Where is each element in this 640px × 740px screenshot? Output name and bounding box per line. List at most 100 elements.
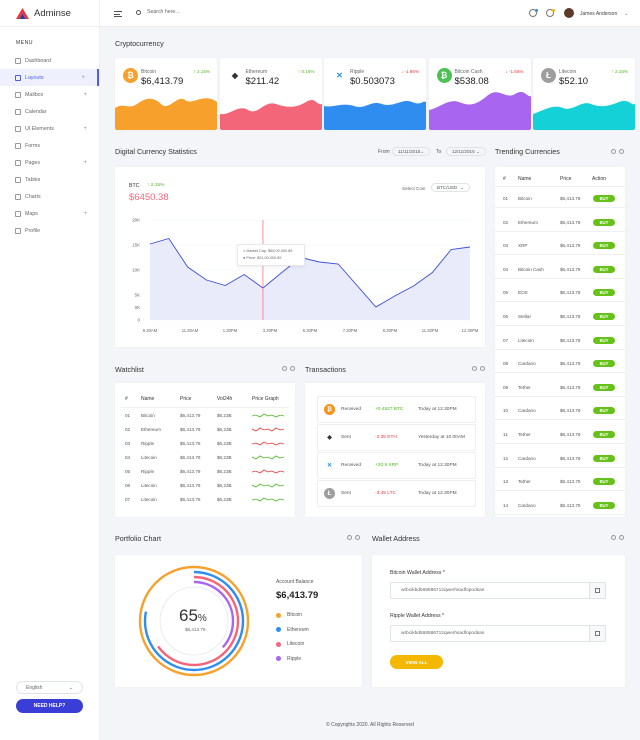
- watchlist-n: 07: [125, 497, 131, 502]
- divider: [495, 443, 625, 444]
- menu-toggle-icon[interactable]: [114, 11, 122, 19]
- close-icon[interactable]: [619, 535, 624, 540]
- chart-tooltip: ● Market Cap: $65,00,000.89 ● Price: $21…: [237, 244, 305, 266]
- buy-button[interactable]: BUY: [593, 218, 615, 226]
- trending-n: 08: [503, 361, 509, 367]
- crypto-card-ethereum[interactable]: ◆ Ethereum $211.42 ↑ 0.15%: [219, 58, 322, 130]
- crypto-wave-chart: [219, 100, 322, 130]
- search-icon: [136, 9, 141, 15]
- sidebar-item-maps[interactable]: Maps +: [0, 205, 99, 222]
- crypto-card-litecoin[interactable]: Ł Litecoin $52.10 ↑ 2.15%: [533, 58, 635, 130]
- buy-button[interactable]: BUY: [593, 383, 615, 391]
- currency-area-chart[interactable]: 20K 15K 10K 5K 0K 09.30AM 11.30AM 1.30PM 3.30PM 5…: [115, 167, 485, 347]
- close-icon[interactable]: [290, 366, 295, 371]
- x-tick-label: 12.30PM: [462, 328, 479, 333]
- sparkline-green: [252, 497, 285, 502]
- trending-name: EOS: [518, 290, 528, 296]
- gear-icon[interactable]: [546, 9, 555, 17]
- gear-icon[interactable]: [472, 366, 477, 371]
- crypto-card-ripple[interactable]: ✕ Ripple $0.503073 ↓ -1.86%: [324, 58, 426, 130]
- legend-item: Bitcoin: [276, 612, 302, 618]
- logo[interactable]: Adminse: [0, 0, 99, 27]
- crypto-wave-area: [115, 98, 217, 130]
- buy-button[interactable]: BUY: [593, 478, 615, 486]
- crypto-wave-area: [428, 92, 531, 130]
- search-box[interactable]: Search here...: [136, 9, 180, 15]
- trending-name: Ethereum: [518, 219, 538, 225]
- user-name[interactable]: James Anderson: [580, 11, 618, 17]
- crypto-card-bitcoin[interactable]: ₿ Bitcoin $6,413.79 ↑ 2.15%: [115, 58, 217, 130]
- trending-price: $6,413.79: [560, 266, 581, 272]
- transaction-row[interactable]: ✕ Received +20.5 XRP Today at 12.30PM: [317, 452, 476, 479]
- sparkline-green: [252, 413, 285, 418]
- sidebar-item-layouts[interactable]: Layouts +: [0, 69, 99, 86]
- transaction-row[interactable]: ◆ Sent -2.35 ETH Yesterday at 10.00AM: [317, 424, 476, 451]
- chevron-down-icon[interactable]: ⌄: [624, 11, 629, 17]
- arrow-up-icon: ↑: [193, 69, 197, 74]
- sidebar-item-charts[interactable]: Charts: [0, 188, 99, 205]
- gear-icon[interactable]: [611, 535, 616, 540]
- gear-icon[interactable]: [282, 366, 287, 371]
- sidebar-item-calendar[interactable]: Calendar: [0, 103, 99, 120]
- search-input[interactable]: Search here...: [147, 9, 180, 15]
- crypto-wave-area: [533, 100, 635, 130]
- copy-icon[interactable]: [589, 582, 606, 599]
- sidebar-item-dashboard[interactable]: Dashboard: [0, 52, 99, 69]
- buy-button[interactable]: BUY: [593, 454, 615, 462]
- transaction-row[interactable]: Ł Sent -3.45 LTC Today at 12.30PM: [317, 480, 476, 507]
- transaction-type: Received: [341, 463, 361, 468]
- view-all-button[interactable]: VIEW ALL: [390, 655, 443, 669]
- crypto-card-bitcoin-cash[interactable]: ₿ Bitcoin Cash $538.08 ↓ -1.65%: [428, 58, 531, 130]
- buy-button[interactable]: BUY: [593, 360, 615, 368]
- trending-name: Cardano: [518, 408, 536, 414]
- sidebar-item-profile[interactable]: Profile: [0, 222, 99, 239]
- btc-wallet-input[interactable]: wrbcikbd568586712qwerhsadfopodsan: [390, 582, 606, 599]
- sidebar-item-forms[interactable]: Forms: [0, 137, 99, 154]
- buy-button[interactable]: BUY: [593, 313, 615, 320]
- watchlist-vol: $6,23B: [217, 497, 232, 502]
- ethereum-icon: ◆: [324, 432, 335, 443]
- sidebar-item-mailbox[interactable]: Mailbox +: [0, 86, 99, 103]
- crypto-change: ↓ -1.86%: [401, 69, 419, 74]
- crypto-title: Cryptocurrency: [115, 39, 164, 48]
- trending-n: 12: [503, 455, 509, 461]
- trending-price: $6,413.79: [560, 219, 581, 225]
- bell-icon[interactable]: [529, 9, 538, 17]
- language-select[interactable]: English ⌄: [16, 681, 83, 694]
- trending-price: $6,413.79: [560, 337, 581, 343]
- crypto-value: $0.503073: [350, 76, 395, 87]
- need-help-button[interactable]: NEED HELP?: [16, 699, 83, 713]
- crypto-value: $6,413.79: [141, 76, 184, 87]
- gear-icon[interactable]: [347, 535, 352, 540]
- buy-button[interactable]: BUY: [593, 431, 615, 438]
- close-icon[interactable]: [480, 366, 485, 371]
- buy-button[interactable]: BUY: [593, 407, 615, 415]
- sidebar-item-pages[interactable]: Pages +: [0, 154, 99, 171]
- close-icon[interactable]: [355, 535, 360, 540]
- trending-n: 11: [503, 432, 508, 437]
- transaction-row[interactable]: ₿ Received +0.4527 BTC Today at 12.30PM: [317, 396, 476, 423]
- copy-icon[interactable]: [589, 625, 606, 642]
- buy-button[interactable]: BUY: [593, 501, 615, 509]
- from-date-input[interactable]: 11/11/2015 ⌄: [392, 147, 430, 156]
- trending-n: 06: [503, 314, 509, 319]
- select-coin-dropdown[interactable]: BTC/USD ⌄: [431, 183, 470, 192]
- sidebar-item-ui-elements[interactable]: UI Elements +: [0, 120, 99, 137]
- buy-button[interactable]: BUY: [593, 265, 615, 273]
- buy-button[interactable]: BUY: [593, 242, 615, 250]
- buy-button[interactable]: BUY: [593, 195, 615, 202]
- xrp-wallet-input[interactable]: wrbcikbd568586712qwerhsadfopodsan: [390, 625, 606, 642]
- transaction-amount: +0.4527 BTC: [375, 407, 404, 412]
- to-date-input[interactable]: 12/11/2015 ⌄: [446, 147, 486, 156]
- sparkline-red: [252, 441, 285, 446]
- arrow-down-icon: ↓: [505, 69, 509, 74]
- gear-icon[interactable]: [611, 149, 616, 154]
- crypto-name: Ethereum: [245, 69, 268, 75]
- trending-header: Action: [592, 176, 606, 182]
- close-icon[interactable]: [619, 149, 624, 154]
- buy-button[interactable]: BUY: [593, 289, 615, 297]
- buy-button[interactable]: BUY: [593, 336, 615, 344]
- sidebar-item-tables[interactable]: Tables: [0, 171, 99, 188]
- transaction-type: Received: [341, 407, 361, 412]
- avatar[interactable]: [564, 8, 574, 18]
